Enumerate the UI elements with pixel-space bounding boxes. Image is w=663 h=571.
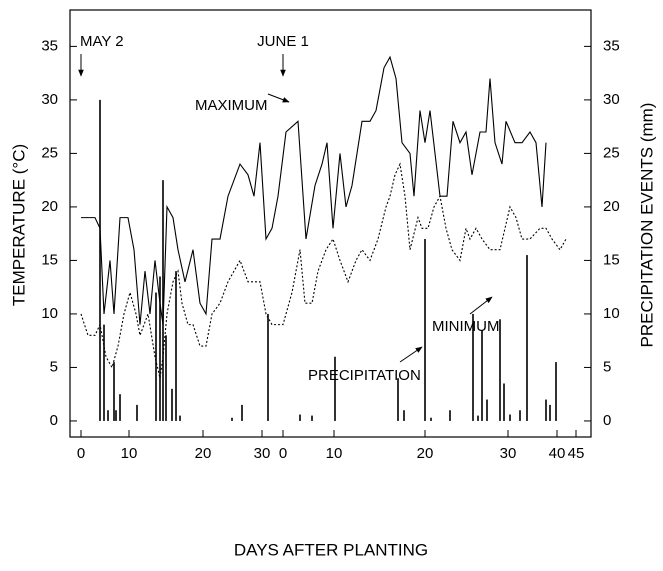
y2-tick-label: 30	[603, 91, 620, 108]
precipitation-bar	[472, 313, 474, 421]
precipitation-bar	[499, 319, 501, 421]
y2-tick-label: 0	[603, 412, 611, 429]
y2-tick-label: 10	[603, 305, 620, 322]
precipitation-bar	[334, 356, 336, 421]
annotation-arrow	[469, 296, 493, 315]
precipitation-bar	[545, 399, 547, 421]
precipitation-bar	[299, 414, 301, 421]
precipitation-bar	[113, 362, 115, 421]
precipitation-bar	[136, 404, 138, 421]
precipitation-bar	[115, 410, 117, 421]
precipitation-bar	[119, 394, 121, 421]
y-tick-label: 15	[41, 251, 58, 268]
x-tick-label: 20	[417, 445, 434, 462]
x-tick-label: 40	[549, 445, 566, 462]
y2-tick-label: 35	[603, 37, 620, 54]
x-tick-label: 0	[77, 445, 85, 462]
y-tick-label: 0	[50, 412, 58, 429]
x-tick-label: 0	[279, 445, 287, 462]
precipitation-bar	[175, 271, 177, 421]
precipitation-bar	[526, 255, 528, 421]
precipitation-bar	[107, 410, 109, 421]
series-label: PRECIPITATION	[308, 367, 421, 384]
x-tick-label: 10	[121, 445, 138, 462]
series-label: MAXIMUM	[195, 97, 268, 114]
line-series	[81, 55, 547, 325]
precipitation-bar	[549, 404, 551, 421]
x-tick-label: 45	[568, 445, 585, 462]
precipitation-bar	[519, 410, 521, 421]
annotation: JUNE 1	[257, 33, 309, 50]
x-axis-label: DAYS AFTER PLANTING	[234, 540, 428, 559]
precipitation-bar	[159, 276, 161, 421]
precipitation-bar	[311, 415, 313, 421]
precipitation-bar	[241, 404, 243, 421]
y-tick-label: 25	[41, 144, 58, 161]
annotation-arrow	[399, 346, 423, 363]
annotation: MAY 2	[80, 33, 124, 50]
precipitation-bar	[103, 324, 105, 421]
precipitation-bar	[503, 383, 505, 421]
precipitation-bar	[165, 335, 167, 421]
y-tick-label: 30	[41, 91, 58, 108]
precipitation-bar	[99, 99, 101, 421]
precipitation-bar	[162, 180, 164, 421]
x-tick-label: 20	[195, 445, 212, 462]
y2-axis-label: PRECIPITATION EVENTS (mm)	[637, 103, 656, 348]
annotation-arrow	[267, 93, 290, 103]
precipitation-bar	[555, 362, 557, 421]
y-tick-label: 20	[41, 198, 58, 215]
y-tick-label: 5	[50, 358, 58, 375]
precipitation-bar	[424, 239, 426, 421]
precipitation-bar	[481, 329, 483, 421]
precipitation-bar	[430, 417, 432, 421]
x-tick-label: 30	[254, 445, 271, 462]
y2-tick-label: 20	[603, 198, 620, 215]
precipitation-bar	[231, 417, 233, 421]
y2-tick-label: 25	[603, 144, 620, 161]
precipitation-bar	[403, 410, 405, 421]
plot-frame	[69, 9, 592, 438]
x-tick-label: 30	[500, 445, 517, 462]
precipitation-bar	[509, 414, 511, 421]
precipitation-bar	[171, 388, 173, 421]
y-axis-label: TEMPERATURE (°C)	[9, 144, 28, 306]
precipitation-bar	[397, 378, 399, 421]
precipitation-bar	[486, 399, 488, 421]
x-tick-label: 10	[326, 445, 343, 462]
precipitation-bar	[449, 410, 451, 421]
y-tick-label: 35	[41, 37, 58, 54]
series-label: MINIMUM	[432, 318, 500, 335]
precipitation-bar	[267, 313, 269, 421]
precipitation-bar	[179, 415, 181, 421]
y-tick-label: 10	[41, 305, 58, 322]
y2-tick-label: 5	[603, 358, 611, 375]
precipitation-bar	[477, 415, 479, 421]
precipitation-bar	[155, 292, 157, 421]
y2-tick-label: 15	[603, 251, 620, 268]
